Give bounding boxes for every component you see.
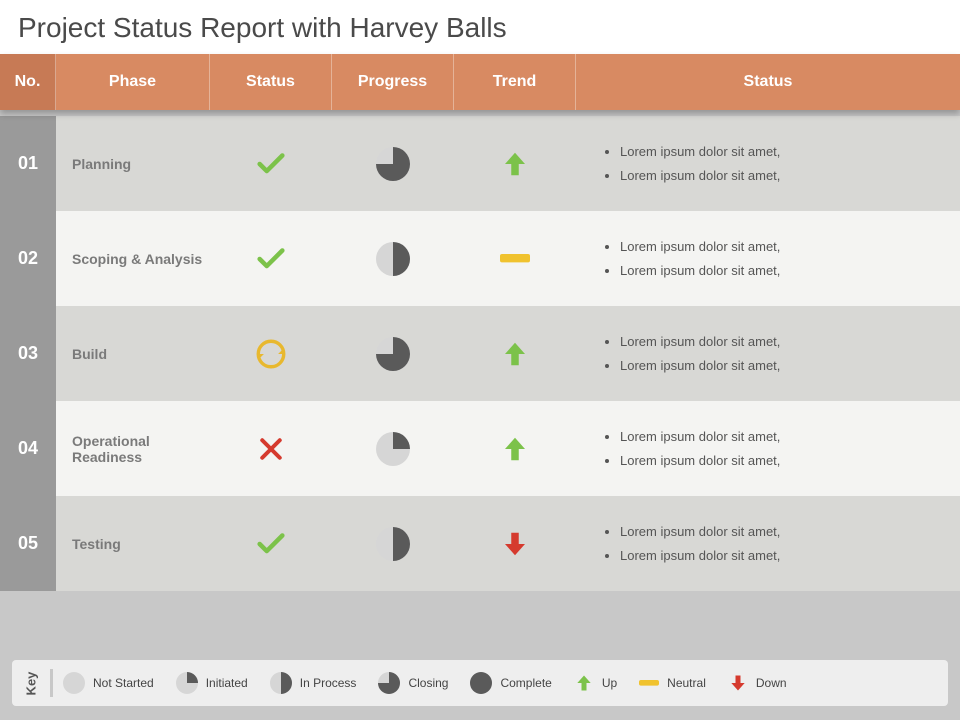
status-icon (210, 496, 332, 591)
row-number: 03 (0, 306, 56, 401)
legend: Key Not Started Initiated In Process Clo… (12, 660, 948, 706)
legend-item: Initiated (176, 672, 248, 694)
trend-icon (454, 211, 576, 306)
legend-item: Down (728, 673, 787, 693)
legend-icon (470, 672, 492, 694)
legend-icon (176, 672, 198, 694)
table-header: No. Phase Status Progress Trend Status (0, 54, 960, 110)
legend-item: Neutral (639, 676, 706, 690)
status-icon (210, 211, 332, 306)
status-notes: Lorem ipsum dolor sit amet,Lorem ipsum d… (576, 401, 960, 496)
trend-icon (454, 496, 576, 591)
table-row: 05 Testing Lorem ipsum dolor sit amet,Lo… (0, 496, 960, 591)
status-notes: Lorem ipsum dolor sit amet,Lorem ipsum d… (576, 116, 960, 211)
legend-icon (270, 672, 292, 694)
note-item: Lorem ipsum dolor sit amet, (620, 544, 780, 567)
table-row: 04 Operational Readiness Lorem ipsum dol… (0, 401, 960, 496)
phase-name: Planning (56, 116, 210, 211)
note-item: Lorem ipsum dolor sit amet, (620, 520, 780, 543)
phase-name: Operational Readiness (56, 401, 210, 496)
harvey-ball-icon (332, 116, 454, 211)
row-number: 01 (0, 116, 56, 211)
legend-text: Down (756, 676, 787, 690)
legend-item: Not Started (63, 672, 154, 694)
col-header-status: Status (210, 54, 332, 110)
note-item: Lorem ipsum dolor sit amet, (620, 259, 780, 282)
col-header-trend: Trend (454, 54, 576, 110)
legend-icon (639, 680, 659, 686)
legend-icon (728, 673, 748, 693)
row-number: 04 (0, 401, 56, 496)
harvey-ball-icon (332, 211, 454, 306)
status-notes: Lorem ipsum dolor sit amet,Lorem ipsum d… (576, 211, 960, 306)
phase-name: Build (56, 306, 210, 401)
page-title: Project Status Report with Harvey Balls (0, 0, 960, 54)
legend-label: Key (24, 664, 39, 702)
harvey-ball-icon (332, 496, 454, 591)
col-header-desc: Status (576, 54, 960, 110)
table-row: 02 Scoping & Analysis Lorem ipsum dolor … (0, 211, 960, 306)
legend-icon (63, 672, 85, 694)
col-header-phase: Phase (56, 54, 210, 110)
legend-item: Closing (378, 672, 448, 694)
table-row: 03 Build Lorem ipsum dolor sit amet,Lore… (0, 306, 960, 401)
legend-text: Initiated (206, 676, 248, 690)
legend-item: In Process (270, 672, 357, 694)
legend-text: Closing (408, 676, 448, 690)
note-item: Lorem ipsum dolor sit amet, (620, 330, 780, 353)
status-icon (210, 306, 332, 401)
legend-icon (378, 672, 400, 694)
status-notes: Lorem ipsum dolor sit amet,Lorem ipsum d… (576, 306, 960, 401)
legend-text: Complete (500, 676, 551, 690)
status-notes: Lorem ipsum dolor sit amet,Lorem ipsum d… (576, 496, 960, 591)
note-item: Lorem ipsum dolor sit amet, (620, 235, 780, 258)
note-item: Lorem ipsum dolor sit amet, (620, 425, 780, 448)
legend-items: Not Started Initiated In Process Closing… (63, 672, 948, 694)
trend-icon (454, 401, 576, 496)
note-item: Lorem ipsum dolor sit amet, (620, 140, 780, 163)
trend-icon (454, 116, 576, 211)
legend-text: Not Started (93, 676, 154, 690)
row-number: 02 (0, 211, 56, 306)
status-icon (210, 401, 332, 496)
note-item: Lorem ipsum dolor sit amet, (620, 164, 780, 187)
note-item: Lorem ipsum dolor sit amet, (620, 449, 780, 472)
phase-name: Scoping & Analysis (56, 211, 210, 306)
col-header-progress: Progress (332, 54, 454, 110)
row-number: 05 (0, 496, 56, 591)
legend-item: Complete (470, 672, 551, 694)
col-header-no: No. (0, 54, 56, 110)
table-row: 01 Planning Lorem ipsum dolor sit amet,L… (0, 116, 960, 211)
legend-icon (574, 673, 594, 693)
status-icon (210, 116, 332, 211)
table-body: 01 Planning Lorem ipsum dolor sit amet,L… (0, 116, 960, 591)
legend-item: Up (574, 673, 617, 693)
legend-text: Neutral (667, 676, 706, 690)
note-item: Lorem ipsum dolor sit amet, (620, 354, 780, 377)
legend-text: In Process (300, 676, 357, 690)
harvey-ball-icon (332, 306, 454, 401)
trend-icon (454, 306, 576, 401)
harvey-ball-icon (332, 401, 454, 496)
phase-name: Testing (56, 496, 210, 591)
legend-separator (50, 669, 53, 697)
legend-text: Up (602, 676, 617, 690)
